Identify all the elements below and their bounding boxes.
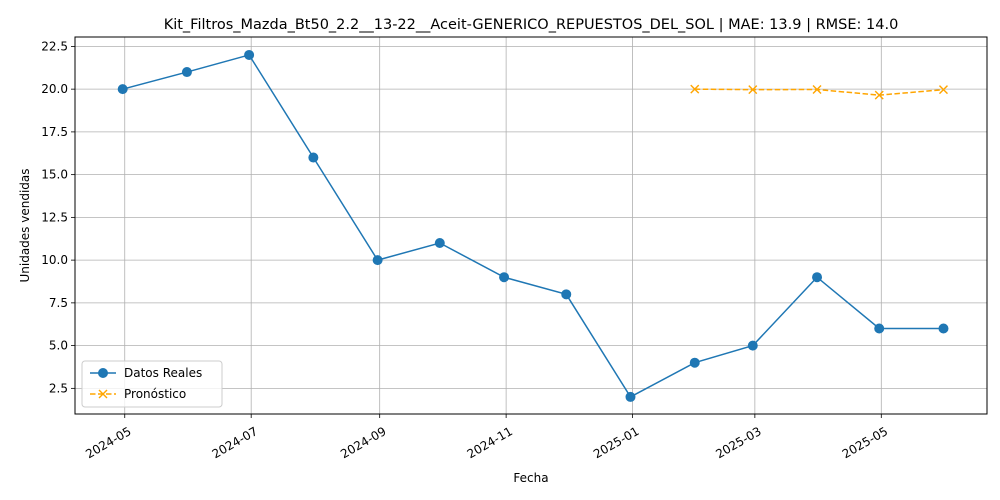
y-tick-label: 15.0 [41, 168, 68, 182]
legend-item: Pronóstico [90, 387, 186, 401]
forecast-point [938, 85, 948, 95]
series-layer [117, 49, 949, 402]
data-point [117, 84, 128, 95]
y-tick-label: 5.0 [49, 339, 68, 353]
data-point [372, 255, 383, 266]
forecast-point [874, 90, 884, 100]
data-point [689, 357, 700, 368]
y-tick-label: 10.0 [41, 253, 68, 267]
series-line [122, 54, 944, 398]
data-point [499, 272, 510, 283]
data-point [434, 238, 445, 249]
y-tick-label: 7.5 [49, 296, 68, 310]
y-tick-label: 22.5 [41, 39, 68, 53]
data-point [561, 289, 572, 300]
data-point [874, 323, 885, 334]
y-tick-label: 12.5 [41, 210, 68, 224]
data-point [181, 67, 192, 78]
x-axis-label: Fecha [513, 471, 548, 485]
y-tick-label: 2.5 [49, 381, 68, 395]
series-forecast [690, 84, 948, 100]
plot-frame [74, 36, 988, 415]
legend-label: Datos Reales [124, 366, 202, 380]
data-point [244, 49, 255, 60]
forecast-point [748, 85, 758, 95]
y-tick-label: 20.0 [41, 82, 68, 96]
chart-title: Kit_Filtros_Mazda_Bt50_2.2__13-22__Aceit… [164, 17, 899, 33]
legend-item: Datos Reales [90, 366, 202, 380]
grid [75, 37, 987, 414]
legend-label: Pronóstico [124, 387, 186, 401]
legend-marker [98, 389, 108, 399]
forecast-point [690, 84, 700, 94]
series-actual [117, 49, 949, 402]
y-axis-label: Unidades vendidas [18, 168, 32, 282]
legend: Datos Reales Pronóstico [81, 360, 223, 408]
y-tick-label: 17.5 [41, 125, 68, 139]
legend-box [81, 360, 223, 408]
legend-marker [98, 368, 108, 378]
forecast-point [812, 84, 822, 94]
data-point [747, 340, 758, 351]
data-point [308, 152, 319, 163]
data-point [812, 272, 823, 283]
data-point [625, 391, 636, 402]
data-point [938, 323, 949, 334]
